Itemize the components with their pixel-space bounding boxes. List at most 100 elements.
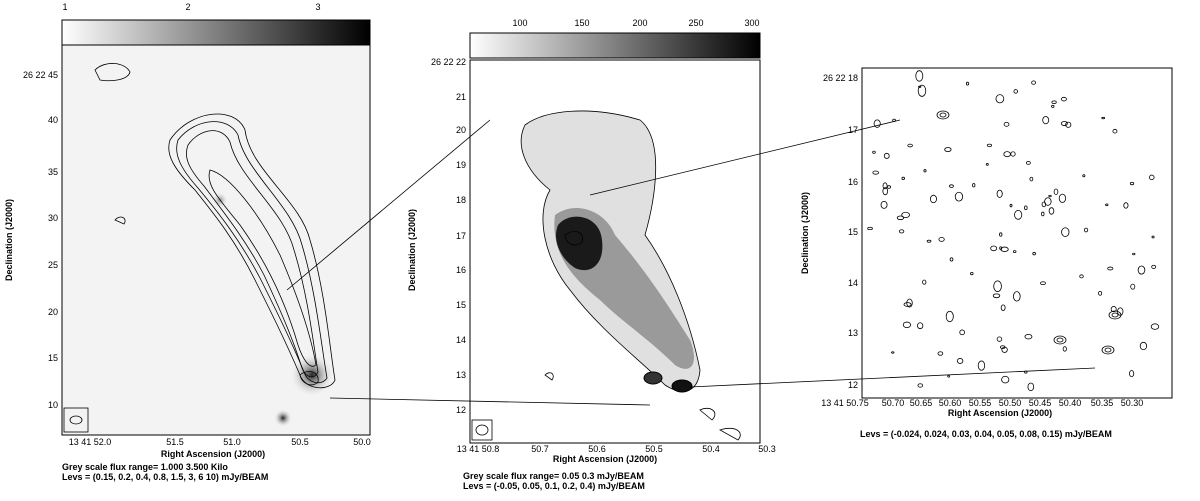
y-tick-label: 35 — [48, 167, 58, 177]
contour — [917, 84, 927, 97]
source-blob — [274, 409, 292, 427]
contour — [1101, 116, 1106, 120]
contour — [993, 280, 1002, 292]
contour — [883, 152, 890, 159]
x-tick-label: 50.50 — [999, 398, 1022, 408]
contour — [1012, 250, 1017, 254]
y-tick-label: 14 — [456, 335, 466, 345]
x-tick-label: 50.45 — [1029, 398, 1052, 408]
contour — [1083, 227, 1089, 233]
y-tick-label: 40 — [48, 115, 58, 125]
contour — [1149, 174, 1155, 181]
y-tick-label: 13 — [848, 328, 858, 338]
colorbar — [469, 32, 761, 59]
colorbar-tick-label: 3 — [315, 2, 320, 12]
contour — [1132, 252, 1136, 256]
contour — [1098, 290, 1103, 296]
y-axis-label: Declination (J2000) — [800, 192, 810, 274]
colorbar-tick-label: 200 — [632, 18, 647, 28]
contour — [1065, 121, 1072, 128]
jet-image — [471, 110, 741, 441]
contour — [1104, 347, 1112, 353]
x-tick-label: 50.30 — [1121, 398, 1144, 408]
contour — [867, 226, 873, 231]
contour — [915, 70, 924, 82]
colorbar-tick-label: 150 — [574, 18, 589, 28]
colorbar-tick-label: 1 — [62, 2, 67, 12]
contour — [1048, 207, 1055, 215]
contour — [992, 293, 1001, 299]
contour — [1123, 202, 1129, 209]
x-tick-label: 50.4 — [702, 444, 720, 454]
contour — [1003, 121, 1010, 127]
x-tick-label: 51.0 — [223, 437, 241, 447]
y-axis-label: Declination (J2000) — [4, 199, 14, 281]
y-tick-label: 17 — [456, 231, 466, 241]
contour — [1111, 312, 1119, 318]
y-tick-label: 16 — [456, 265, 466, 275]
x-tick-label: 50.0 — [353, 437, 371, 447]
x-tick-label: 13 41 50.8 — [457, 444, 500, 454]
colorbar — [61, 19, 371, 46]
contour — [922, 279, 927, 285]
contour — [1056, 337, 1064, 343]
contour — [902, 321, 911, 329]
contour — [947, 374, 951, 378]
y-tick-label: 15 — [48, 353, 58, 363]
contour — [1110, 306, 1117, 313]
contour — [1040, 281, 1046, 286]
contour — [977, 360, 986, 371]
caption: Levs = (-0.05, 0.05, 0.1, 0.2, 0.4) mJy/… — [463, 481, 645, 491]
y-tick-label: 15 — [456, 300, 466, 310]
contour — [1032, 252, 1036, 256]
contour — [1112, 128, 1118, 134]
contours — [867, 70, 1160, 392]
contour — [1009, 203, 1013, 208]
contour — [995, 94, 1005, 104]
contour — [1000, 304, 1006, 312]
contour — [882, 182, 888, 190]
x-tick-label: 50.5 — [645, 444, 663, 454]
contour — [1051, 104, 1055, 108]
x-tick-label: 50.7 — [531, 444, 549, 454]
caption: Levs = (-0.024, 0.024, 0.03, 0.04, 0.05,… — [860, 429, 1112, 439]
x-axis-label: Right Ascension (J2000) — [161, 449, 265, 459]
y-tick-label: 26 22 18 — [823, 73, 858, 83]
y-tick-label: 26 22 22 — [431, 57, 466, 67]
y-tick-label: 17 — [848, 125, 858, 135]
contour — [990, 245, 998, 252]
y-tick-label: 15 — [848, 227, 858, 237]
contour — [1151, 264, 1157, 269]
x-tick-label: 13 41 52.0 — [69, 437, 112, 447]
contour — [1101, 345, 1115, 355]
x-tick-label: 50.3 — [758, 444, 776, 454]
y-tick-label: 12 — [456, 405, 466, 415]
y-tick-label: 19 — [456, 160, 466, 170]
contour — [944, 147, 952, 153]
contour — [901, 176, 905, 180]
connector-lines — [286, 119, 1096, 406]
contour — [1029, 176, 1034, 182]
contour — [949, 257, 954, 262]
contour — [1061, 96, 1067, 102]
contour — [1024, 334, 1033, 340]
y-tick-label: 30 — [48, 213, 58, 223]
contours — [63, 63, 336, 433]
x-tick-label: 51.5 — [166, 437, 184, 447]
contour — [939, 112, 947, 118]
contour — [1129, 370, 1135, 378]
contour — [872, 170, 879, 175]
colorbar-tick-label: 250 — [688, 18, 703, 28]
caption: Levs = (0.15, 0.2, 0.4, 0.8, 1.5, 3, 6 1… — [62, 472, 268, 482]
contour — [1024, 205, 1028, 211]
x-tick-label: 50.6 — [588, 444, 606, 454]
colorbar-tick-label: 2 — [185, 2, 190, 12]
contour — [1041, 211, 1045, 217]
contour — [1137, 265, 1146, 275]
contour — [954, 191, 964, 202]
y-tick-label: 13 — [456, 370, 466, 380]
contour — [872, 150, 876, 154]
contour — [896, 215, 905, 221]
contour — [949, 184, 954, 188]
x-tick-label: 50.5 — [291, 437, 309, 447]
